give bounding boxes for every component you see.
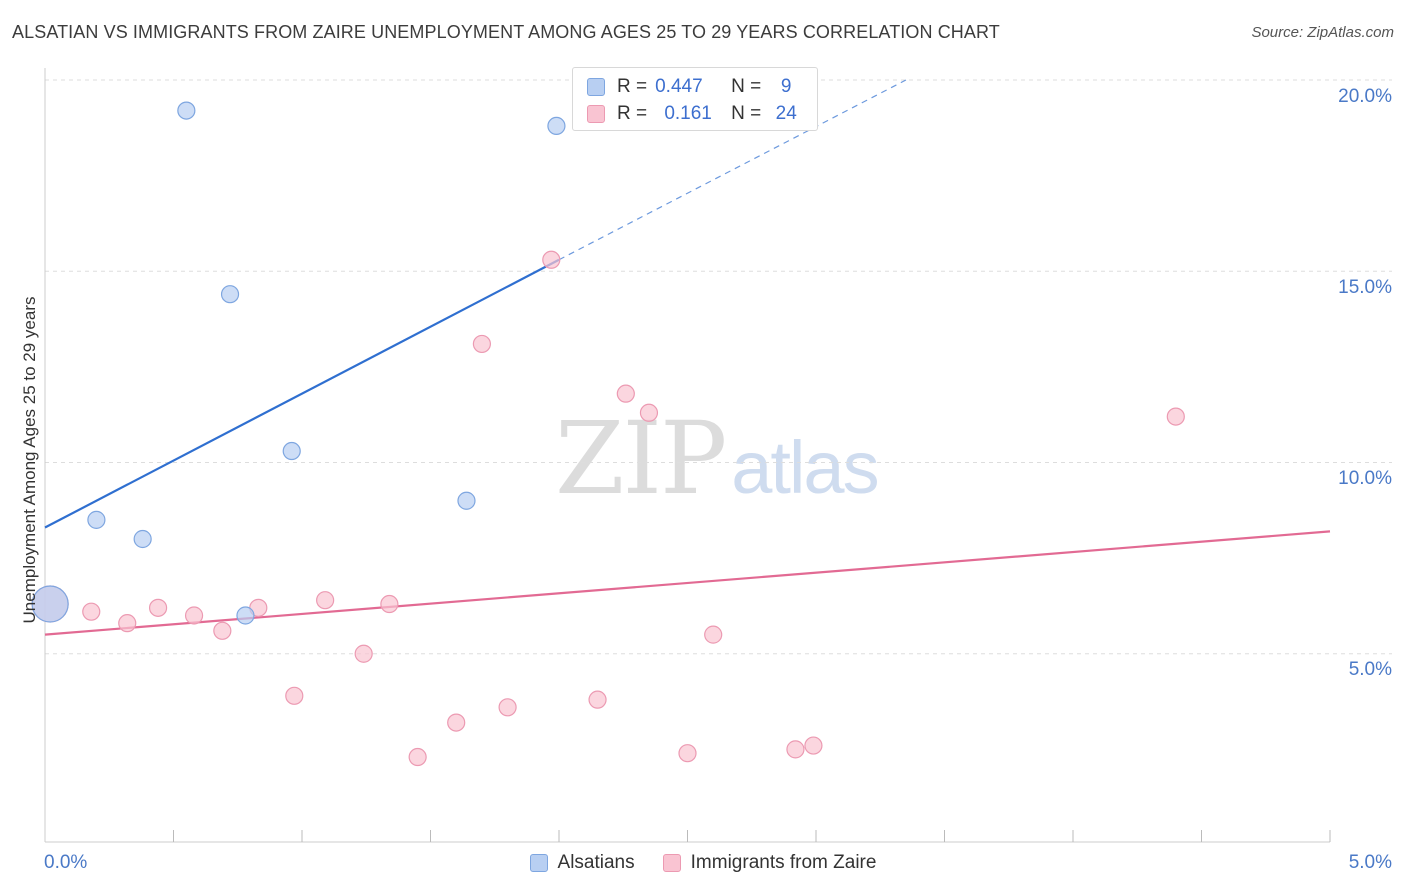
- alsatian-point: [220, 285, 240, 304]
- watermark: ZIPatlas: [555, 400, 880, 517]
- n-label: N =: [731, 103, 762, 124]
- stats-row-alsatians: R = 0.447 N = 9: [587, 75, 803, 99]
- zaire-legend-swatch: [662, 854, 681, 872]
- zaire-point: [148, 598, 168, 617]
- watermark-atlas: atlas: [731, 426, 879, 509]
- alsatian-point: [87, 510, 106, 529]
- alsatians-trend-line: [44, 258, 560, 529]
- legend-label-zaire: Immigrants from Zaire: [690, 852, 877, 873]
- alsatian-point: [457, 491, 476, 510]
- chart-title: ALSATIAN VS IMMIGRANTS FROM ZAIRE UNEMPL…: [12, 22, 1000, 42]
- zaire-point: [472, 334, 491, 354]
- alsatian-point: [133, 529, 152, 549]
- zaire-trend-line: [44, 530, 1331, 636]
- zaire-point: [704, 625, 723, 644]
- zaire-point: [804, 736, 823, 755]
- zaire-point: [316, 591, 335, 610]
- axes: [44, 68, 1331, 843]
- n-value: 24: [775, 103, 797, 124]
- trend-lines: [44, 79, 1331, 636]
- zaire-point: [380, 594, 399, 614]
- zaire-point: [447, 713, 466, 732]
- grid-lines: [45, 79, 1392, 655]
- legend-label-alsatians: Alsatians: [557, 852, 635, 873]
- zaire-point: [786, 740, 805, 759]
- stats-row-zaire: R = 0.161 N = 24: [587, 102, 803, 126]
- zaire-point: [285, 686, 304, 705]
- r-label: R =: [617, 76, 648, 97]
- alsatians-legend-swatch: [529, 854, 548, 872]
- legend-item-alsatians[interactable]: Alsatians: [529, 852, 635, 874]
- alsatian-point: [31, 585, 69, 623]
- zaire-point: [1166, 407, 1185, 426]
- zaire-swatch: [587, 105, 605, 123]
- data-points: [31, 101, 1185, 767]
- x-tick-label-max: 5.0%: [1348, 852, 1392, 873]
- y-tick-label-15: 15.0%: [1338, 277, 1392, 298]
- zaire-point: [184, 606, 204, 625]
- alsatian-point: [236, 606, 255, 625]
- x-tick-label-min: 0.0%: [44, 852, 88, 873]
- zaire-point: [213, 621, 232, 640]
- zaire-point: [498, 698, 517, 717]
- zaire-point: [678, 744, 697, 763]
- alsatian-point: [282, 441, 301, 461]
- y-axis-label: Unemployment Among Ages 25 to 29 years: [20, 296, 39, 624]
- n-label: N =: [731, 76, 762, 97]
- y-tick-label-10: 10.0%: [1338, 468, 1392, 489]
- alsatian-point: [177, 101, 196, 120]
- alsatians-swatch: [587, 78, 605, 96]
- zaire-point: [408, 747, 427, 767]
- series-legend: Alsatians Immigrants from Zaire: [0, 852, 1406, 874]
- zaire-point: [542, 250, 561, 269]
- watermark-zip: ZIP: [555, 400, 727, 517]
- r-value: 0.447: [655, 76, 703, 97]
- legend-item-zaire[interactable]: Immigrants from Zaire: [662, 852, 877, 874]
- zaire-point: [82, 602, 101, 621]
- zaire-point: [616, 384, 635, 403]
- stats-legend: R = 0.447 N = 9 R = 0.161 N = 24: [572, 67, 818, 131]
- y-tick-label-5: 5.0%: [1348, 659, 1392, 680]
- r-label: R =: [617, 103, 648, 124]
- y-tick-label-20: 20.0%: [1338, 86, 1392, 107]
- alsatian-point: [547, 116, 566, 136]
- zaire-point: [639, 403, 659, 422]
- source-credit: Source: ZipAtlas.com: [1251, 24, 1394, 41]
- r-value: 0.161: [664, 103, 712, 124]
- zaire-point: [354, 644, 373, 663]
- zaire-point: [588, 690, 607, 709]
- n-value: 9: [780, 76, 792, 97]
- zaire-point: [118, 614, 137, 633]
